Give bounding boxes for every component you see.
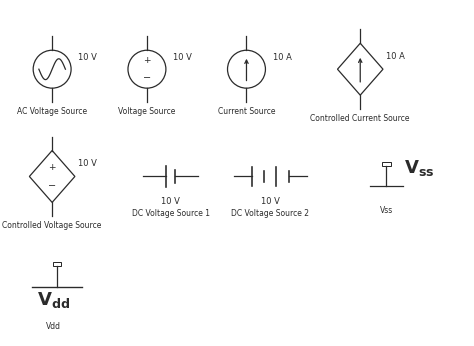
Text: Vdd: Vdd (46, 322, 61, 331)
Text: −: − (143, 73, 151, 83)
Bar (382, 162, 391, 166)
Text: DC Voltage Source 2: DC Voltage Source 2 (231, 209, 309, 218)
Bar (53, 262, 61, 266)
Text: +: + (48, 163, 56, 172)
Text: Current Source: Current Source (218, 107, 275, 116)
Text: $\mathbf{V}_{\mathbf{ss}}$: $\mathbf{V}_{\mathbf{ss}}$ (404, 158, 435, 178)
Text: 10 V: 10 V (173, 53, 192, 62)
Text: −: − (48, 181, 56, 191)
Text: 10 V: 10 V (261, 197, 280, 206)
Text: Voltage Source: Voltage Source (118, 107, 176, 116)
Text: Controlled Current Source: Controlled Current Source (310, 114, 410, 123)
Text: 10 V: 10 V (161, 197, 180, 206)
Text: 10 A: 10 A (386, 52, 405, 61)
Text: 10 A: 10 A (273, 53, 292, 62)
Text: DC Voltage Source 1: DC Voltage Source 1 (132, 209, 210, 218)
Text: Vss: Vss (380, 206, 393, 215)
Text: 10 V: 10 V (78, 53, 97, 62)
Text: $\mathbf{V}_{\mathbf{dd}}$: $\mathbf{V}_{\mathbf{dd}}$ (36, 290, 70, 310)
Text: +: + (143, 56, 151, 65)
Text: 10 V: 10 V (78, 159, 97, 168)
Text: AC Voltage Source: AC Voltage Source (17, 107, 87, 116)
Text: Controlled Voltage Source: Controlled Voltage Source (2, 221, 102, 230)
